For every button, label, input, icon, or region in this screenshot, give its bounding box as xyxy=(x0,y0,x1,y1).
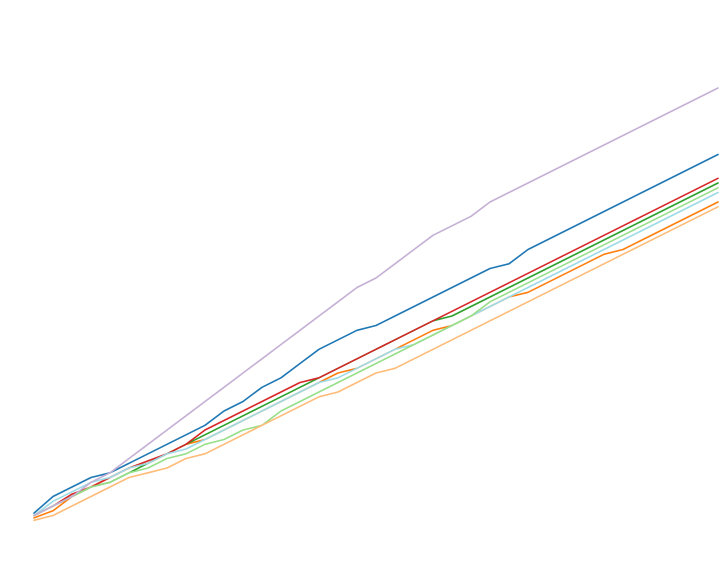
series-line-4 xyxy=(33,177,719,517)
series-line-8 xyxy=(33,87,719,517)
series-layer xyxy=(33,87,719,522)
series-line-6 xyxy=(33,187,719,517)
series-line-7 xyxy=(33,206,719,522)
series-line-5 xyxy=(33,191,719,517)
series-line-1 xyxy=(33,153,719,514)
